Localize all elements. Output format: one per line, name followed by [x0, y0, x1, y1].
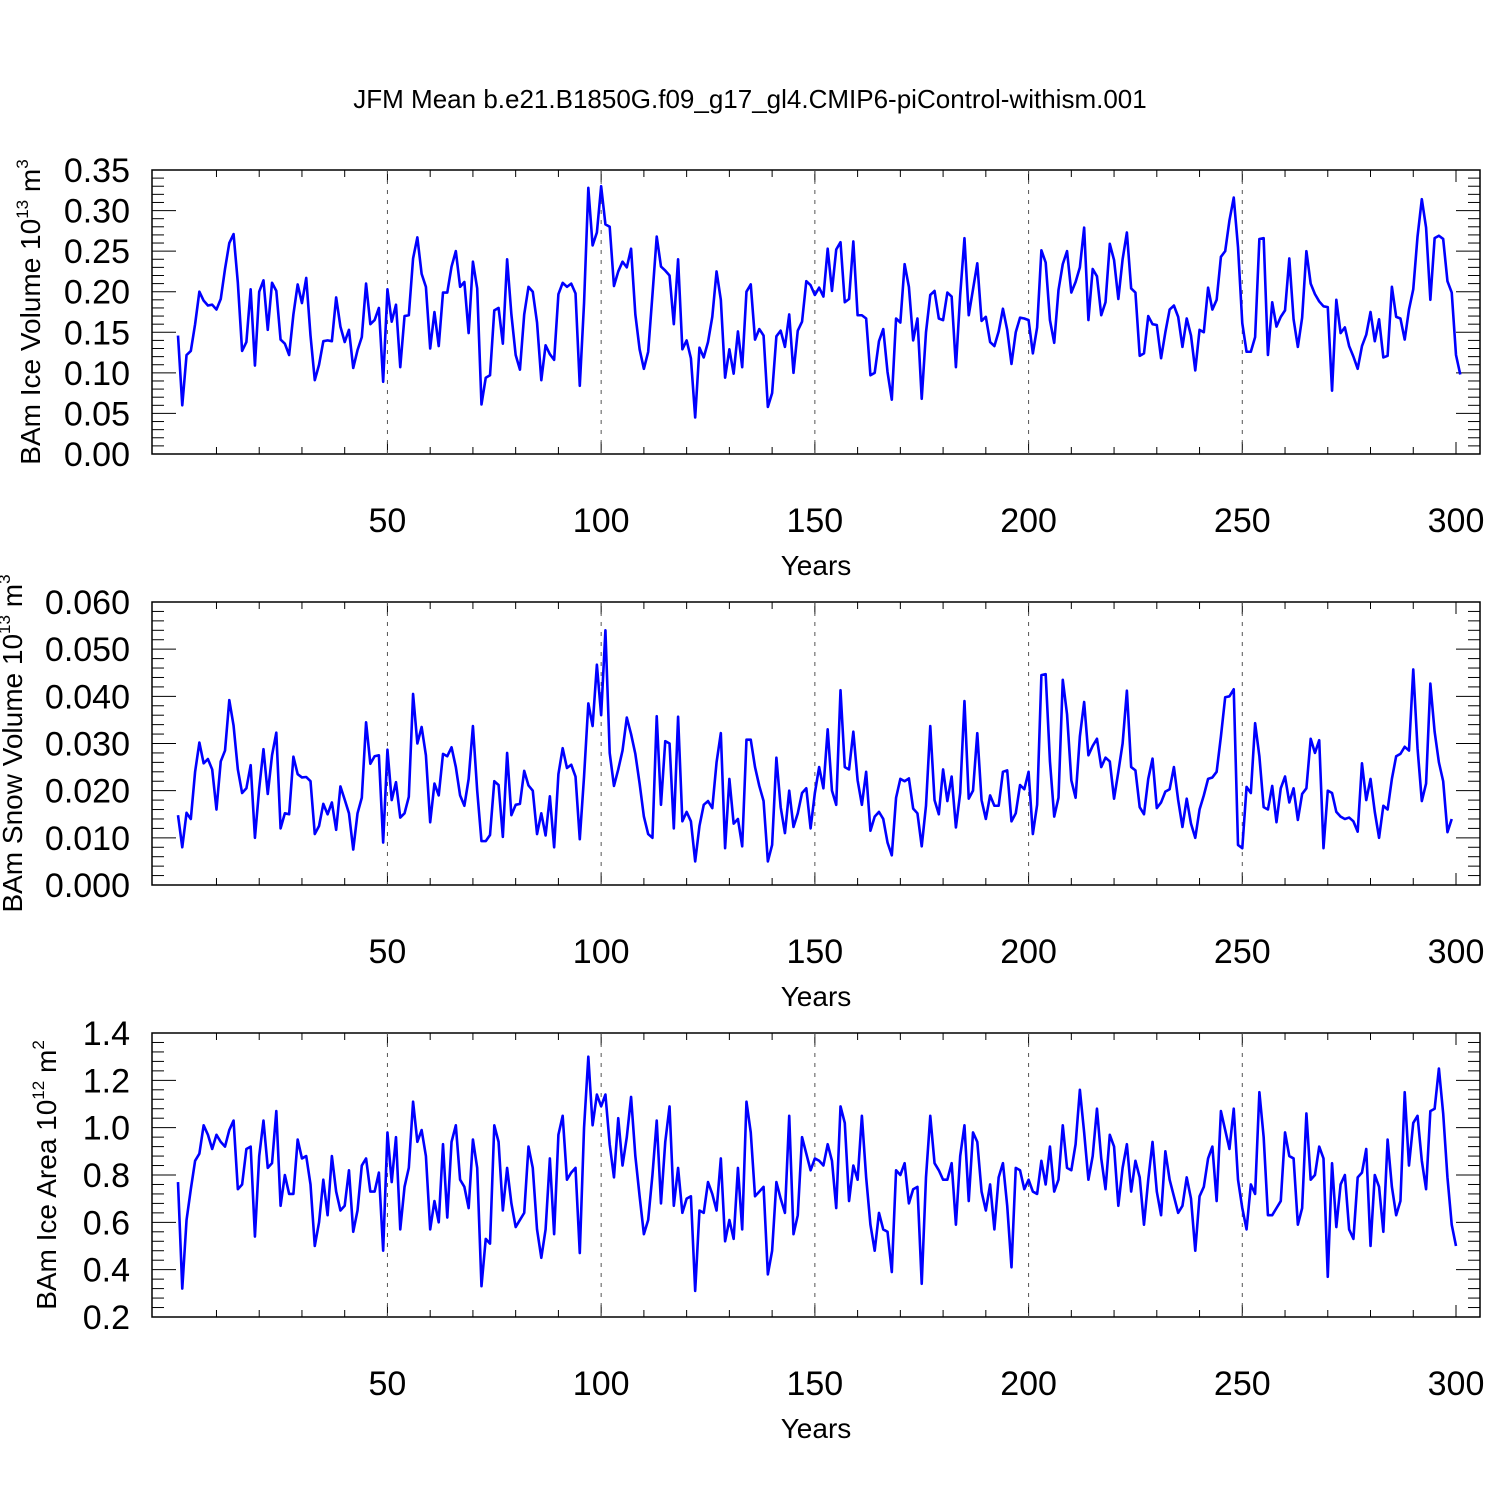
y-tick-label: 0.20: [64, 274, 130, 312]
y-tick-label: 0.6: [83, 1204, 130, 1242]
plot-frame: [151, 1032, 1481, 1318]
y-tick-label: 0.030: [45, 726, 130, 764]
x-tick-label: 150: [786, 1365, 843, 1403]
y-tick-label: 0.4: [83, 1252, 130, 1290]
y-tick-label: 0.020: [45, 773, 130, 811]
x-tick-label: 150: [786, 933, 843, 971]
y-tick-label: 0.060: [45, 584, 130, 622]
series-line: [176, 628, 1453, 863]
y-tick-label: 1.0: [83, 1110, 130, 1148]
y-tick-label: 0.15: [64, 314, 130, 352]
x-tick-label: 300: [1428, 502, 1485, 540]
x-tick-label: 200: [1000, 1365, 1057, 1403]
panel-3: 50 100 150 200 250 300 Years 0.2 0.4 0.6 0.8 1.0 1.2…: [29, 1015, 1484, 1444]
plot-frame: [151, 169, 1481, 455]
y-tick-label: 0.25: [64, 233, 130, 271]
x-axis-label: Years: [781, 981, 852, 1012]
x-tick-label: 100: [573, 1365, 630, 1403]
y-axis-label: BAm Ice Volume 1013 m3: [13, 159, 46, 464]
x-tick-label: 100: [573, 933, 630, 971]
chart-title: JFM Mean b.e21.B1850G.f09_g17_gl4.CMIP6-…: [353, 84, 1146, 114]
x-tick-label: 50: [369, 933, 407, 971]
x-tick-label: 100: [573, 502, 630, 540]
x-tick-label: 250: [1214, 933, 1271, 971]
panel-2: 50 100 150 200 250 300 Years 0.000 0.010 0.020 0.0…: [0, 574, 1484, 1012]
y-tick-label: 0.00: [64, 436, 130, 474]
y-tick-label: 1.2: [83, 1062, 130, 1100]
y-tick-label: 0.05: [64, 395, 130, 433]
y-axis-label: BAm Snow Volume 1013 m3: [0, 574, 28, 912]
x-axis-label: Years: [781, 550, 852, 581]
y-tick-label: 0.2: [83, 1299, 130, 1337]
y-tick-label: 0.050: [45, 631, 130, 669]
series-line: [176, 1055, 1458, 1293]
x-tick-label: 50: [369, 1365, 407, 1403]
x-tick-label: 200: [1000, 502, 1057, 540]
y-axis-label: BAm Ice Area 1012 m2: [29, 1040, 62, 1310]
x-tick-label: 250: [1214, 502, 1271, 540]
x-tick-label: 200: [1000, 933, 1057, 971]
plot-panels: 50 100 150 200 250 300Years0.000.050.100.150.…: [0, 152, 1484, 1444]
y-tick-label: 0.010: [45, 820, 130, 858]
panel-1: 50 100 150 200 250 300Years0.000.050.100.150.…: [13, 152, 1484, 581]
y-tick-label: 1.4: [83, 1015, 130, 1053]
y-tick-label: 0.000: [45, 867, 130, 905]
series-line: [176, 184, 1462, 419]
x-tick-label: 250: [1214, 1365, 1271, 1403]
y-tick-label: 0.10: [64, 355, 130, 393]
x-tick-label: 300: [1428, 1365, 1485, 1403]
y-tick-label: 0.8: [83, 1157, 130, 1195]
x-axis-label: Years: [781, 1413, 852, 1444]
y-tick-label: 0.30: [64, 193, 130, 231]
y-tick-label: 0.040: [45, 678, 130, 716]
x-tick-label: 150: [786, 502, 843, 540]
y-tick-label: 0.35: [64, 152, 130, 190]
x-tick-label: 300: [1428, 933, 1485, 971]
x-tick-label: 50: [369, 502, 407, 540]
